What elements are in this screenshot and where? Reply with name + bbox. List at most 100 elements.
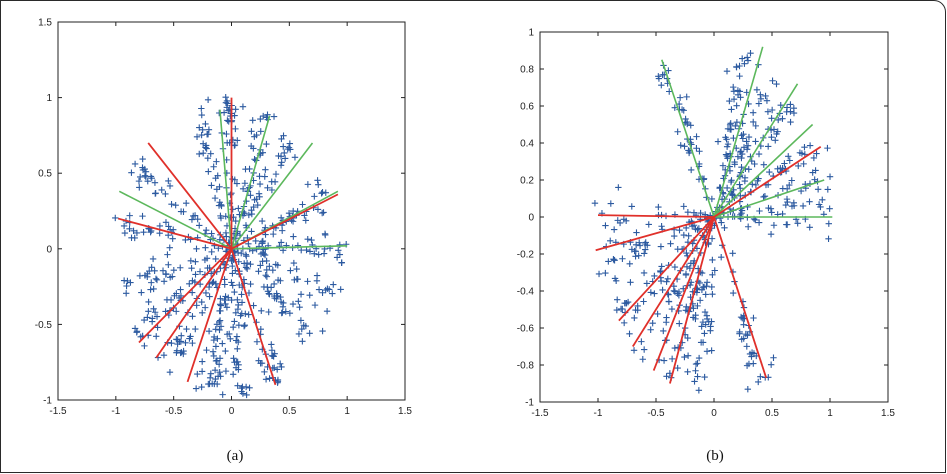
data-point	[784, 221, 791, 228]
data-point	[189, 339, 196, 347]
data-point	[154, 324, 161, 331]
data-point	[640, 269, 648, 277]
data-point	[622, 217, 630, 225]
data-point	[164, 251, 171, 258]
data-point	[763, 97, 771, 104]
data-point	[790, 109, 798, 117]
data-point	[684, 368, 691, 376]
data-point	[253, 338, 261, 345]
data-point	[123, 282, 130, 290]
data-point	[683, 303, 690, 311]
data-point	[323, 307, 331, 315]
data-point	[698, 286, 706, 294]
data-point	[338, 259, 345, 266]
data-point	[304, 235, 311, 243]
data-point	[655, 203, 662, 211]
data-point	[270, 353, 277, 360]
chart-a: -1.5 -1 -0.5 0 0.5 1 1.5-1-0.500.511.5	[35, 18, 413, 418]
x-tick-label: -1	[111, 406, 120, 417]
data-point	[178, 332, 185, 339]
data-point	[188, 216, 196, 223]
data-point	[162, 270, 170, 278]
data-point	[726, 121, 734, 129]
data-point	[270, 113, 278, 120]
x-tick-label: -1.5	[531, 408, 549, 419]
data-point	[173, 308, 180, 315]
data-point	[728, 106, 735, 113]
data-point	[238, 250, 245, 257]
data-point	[234, 296, 241, 303]
data-point	[293, 265, 300, 273]
data-point	[282, 308, 289, 315]
data-point	[136, 184, 143, 191]
data-point	[257, 326, 265, 333]
data-point	[732, 122, 739, 130]
data-point	[775, 116, 782, 124]
data-point	[695, 225, 703, 232]
data-point	[757, 373, 764, 380]
data-point	[740, 144, 748, 151]
data-point	[259, 237, 267, 245]
data-point	[208, 248, 215, 256]
data-point	[731, 161, 738, 168]
data-point	[231, 176, 238, 183]
data-point	[826, 205, 833, 212]
data-point	[256, 193, 263, 201]
green-direction-line	[713, 179, 825, 218]
data-point	[188, 264, 195, 272]
data-point	[814, 186, 822, 193]
data-point	[709, 271, 716, 279]
data-point	[774, 128, 781, 135]
data-point	[281, 155, 289, 162]
data-point	[245, 240, 252, 248]
data-point	[657, 243, 665, 250]
data-point	[203, 346, 210, 354]
y-tick-label: 1.5	[38, 18, 52, 29]
green-direction-line	[661, 59, 715, 218]
data-point	[140, 228, 147, 236]
green-direction-line	[713, 123, 814, 218]
data-point	[314, 206, 322, 213]
data-point	[747, 49, 754, 57]
data-point	[721, 224, 728, 232]
data-point	[245, 211, 253, 219]
data-point	[191, 278, 199, 286]
data-point	[602, 269, 609, 277]
data-point	[196, 222, 203, 229]
data-point	[255, 268, 262, 275]
data-point	[135, 177, 143, 185]
data-point	[762, 92, 769, 100]
data-point	[211, 367, 219, 374]
data-point	[726, 97, 733, 105]
data-point	[676, 320, 683, 327]
data-point	[245, 289, 253, 297]
data-point	[248, 210, 256, 218]
data-point	[192, 325, 199, 333]
data-point	[201, 304, 209, 311]
data-point	[211, 380, 218, 388]
data-point	[680, 107, 687, 114]
data-point	[295, 298, 302, 305]
data-point	[733, 102, 740, 109]
data-point	[194, 215, 201, 223]
x-tick-label: 0.5	[765, 408, 779, 419]
data-point	[663, 373, 670, 380]
data-point	[684, 334, 691, 342]
data-point	[782, 201, 790, 209]
data-point	[222, 93, 229, 101]
data-point	[210, 336, 218, 344]
data-point	[262, 231, 269, 238]
data-point	[136, 173, 144, 181]
data-point	[262, 245, 269, 253]
red-direction-line	[147, 142, 233, 250]
data-point	[234, 305, 242, 313]
data-point	[651, 272, 658, 280]
data-point	[169, 235, 176, 242]
x-tick-label: 1.5	[398, 406, 412, 417]
data-point	[264, 184, 271, 191]
data-point	[737, 192, 744, 200]
data-point	[702, 291, 709, 298]
data-point	[755, 378, 762, 386]
data-point	[607, 200, 615, 207]
data-point	[257, 250, 265, 258]
